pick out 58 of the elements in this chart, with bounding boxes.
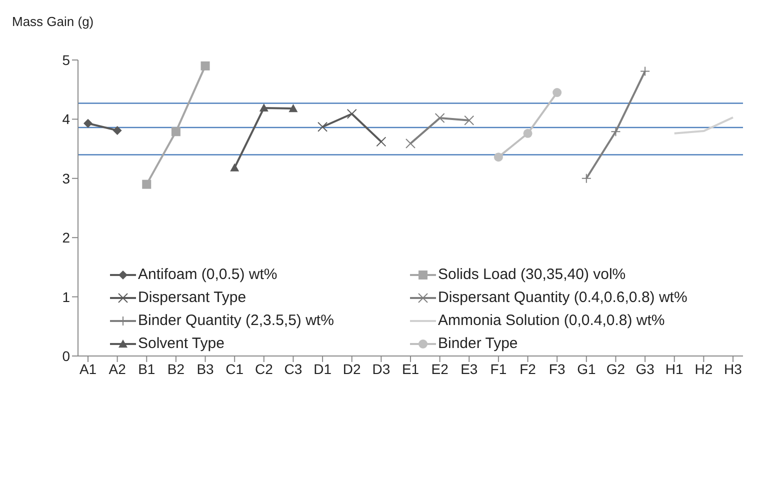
point [259, 103, 268, 112]
x-tick-label: A2 [108, 360, 126, 377]
point [318, 122, 328, 132]
x-tick-label: F1 [490, 360, 507, 377]
x-tick-label: E2 [431, 360, 449, 377]
legend-label: Binder Type [438, 335, 518, 352]
x-tick-label: B2 [167, 360, 185, 377]
point [552, 88, 562, 98]
legend-label: Solids Load (30,35,40) vol% [438, 266, 626, 283]
point [523, 128, 532, 138]
point [171, 127, 180, 136]
legend-label: Solvent Type [138, 335, 224, 352]
y-tick-label: 3 [62, 170, 70, 186]
x-tick-label: D2 [342, 360, 362, 377]
point [494, 152, 503, 162]
point [346, 108, 357, 119]
y-tick-label: 2 [62, 230, 70, 246]
x-tick-label: H1 [665, 360, 684, 377]
point [581, 173, 592, 184]
x-tick-label: F3 [548, 360, 566, 377]
legend-label: Dispersant Type [138, 289, 246, 306]
legend-label: Antifoam (0,0.5) wt% [138, 266, 278, 283]
point [112, 126, 122, 135]
x-tick-label: E3 [460, 360, 478, 377]
x-tick-label: G1 [577, 360, 596, 377]
x-tick-label: H2 [694, 360, 713, 377]
y-tick-label: 4 [62, 111, 70, 128]
x-tick-label: C3 [284, 360, 302, 377]
legend-label: Dispersant Quantity (0.4,0.6,0.8) wt% [438, 289, 688, 306]
point [84, 118, 92, 128]
x-tick-label: B3 [196, 360, 214, 377]
y-axis-title: Mass Gain (g) [12, 14, 94, 29]
point [230, 163, 240, 172]
x-tick-label: G2 [606, 360, 626, 377]
point [200, 61, 210, 70]
point [376, 136, 386, 147]
x-tick-label: F2 [520, 360, 536, 377]
x-tick-label: C1 [226, 360, 244, 377]
x-tick-label: H3 [724, 360, 742, 377]
x-tick-label: E1 [402, 360, 420, 377]
y-tick-label: 0 [62, 348, 70, 364]
point [610, 126, 621, 137]
point [142, 180, 152, 189]
legend-label: Ammonia Solution (0,0.4,0.8) wt% [438, 312, 665, 329]
x-tick-label: B1 [138, 360, 156, 377]
x-tick-label: A1 [79, 360, 97, 377]
point [406, 138, 416, 148]
y-tick-label: 1 [62, 288, 70, 305]
legend-label: Binder Quantity (2,3.5,5) wt% [138, 312, 334, 329]
x-tick-label: G3 [636, 360, 655, 377]
point [640, 66, 650, 76]
point [434, 113, 445, 124]
point [288, 104, 298, 112]
y-tick-label: 5 [62, 52, 70, 68]
x-tick-label: D3 [372, 360, 390, 377]
x-tick-label: C2 [254, 360, 274, 377]
x-tick-label: D1 [314, 360, 332, 377]
point [464, 115, 474, 126]
